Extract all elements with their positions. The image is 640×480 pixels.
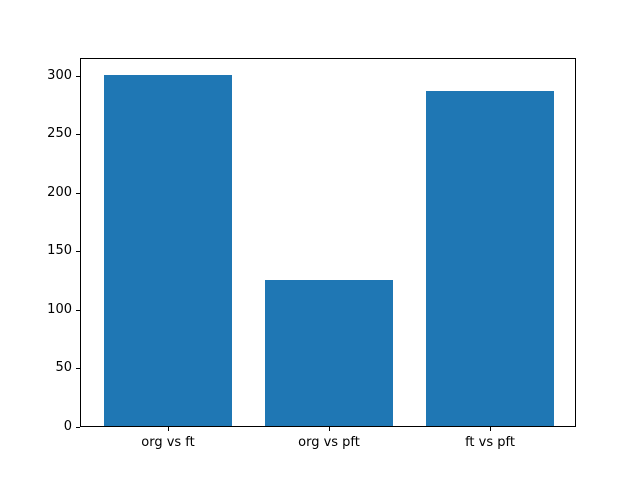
x-tick-mark bbox=[489, 427, 491, 431]
plot-area: 0 50 100 150 200 250 300 org vs ft org vs pft ft … bbox=[47, 58, 576, 450]
y-tick-label: 0 bbox=[63, 419, 72, 434]
y-tick-label: 100 bbox=[47, 301, 72, 317]
bar-ft-vs-pft bbox=[425, 91, 555, 426]
bar-org-vs-pft bbox=[264, 279, 394, 426]
y-tick-mark bbox=[76, 309, 80, 311]
y-tick-mark bbox=[76, 192, 80, 194]
y-tick-mark bbox=[76, 251, 80, 253]
y-tick-mark bbox=[76, 368, 80, 370]
bar-org-vs-ft bbox=[103, 74, 233, 426]
y-tick-label: 50 bbox=[55, 360, 72, 376]
x-tick-label: org vs ft bbox=[141, 435, 195, 450]
x-tick-label: org vs pft bbox=[298, 435, 360, 450]
y-tick-label: 200 bbox=[47, 184, 72, 200]
y-tick-mark bbox=[76, 75, 80, 77]
y-tick-mark bbox=[76, 134, 80, 136]
x-tick-label: ft vs pft bbox=[465, 435, 515, 450]
y-tick-label: 150 bbox=[47, 243, 72, 259]
y-tick-mark bbox=[76, 427, 80, 428]
y-tick-label: 300 bbox=[47, 67, 72, 83]
y-tick-label: 250 bbox=[47, 126, 72, 142]
x-tick-mark bbox=[328, 427, 330, 431]
x-tick-mark bbox=[167, 427, 169, 431]
